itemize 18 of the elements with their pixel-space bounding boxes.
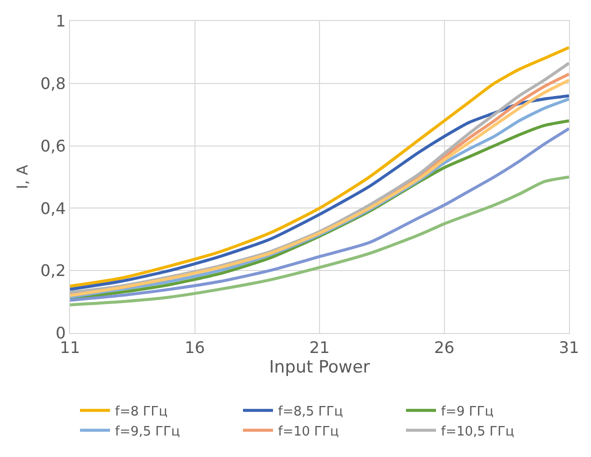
y-axis-title: I, A [14,164,32,190]
legend-label: f=10,5 ГГц [441,424,514,440]
x-tick-label: 21 [309,338,330,358]
legend-label: f=9,5 ГГц [115,424,180,440]
y-tick-label: 0,4 [40,198,66,218]
legend-label: f=8,5 ГГц [278,404,344,420]
legend-label: f=8 ГГц [115,404,168,420]
x-tick-label: 31 [558,338,580,358]
y-tick-label: 0,6 [40,136,66,156]
legend-label: f=10 ГГц [278,424,339,440]
y-tick-label: 1 [56,12,66,31]
x-tick-label: 26 [434,338,454,358]
line-series [70,176,569,306]
y-tick-label: 0,8 [40,74,66,93]
x-tick-label: 16 [184,338,205,358]
y-tick-label: 0,2 [40,261,66,280]
legend-label: f=9 ГГц [441,404,494,420]
x-axis-title: Input Power [269,358,370,378]
